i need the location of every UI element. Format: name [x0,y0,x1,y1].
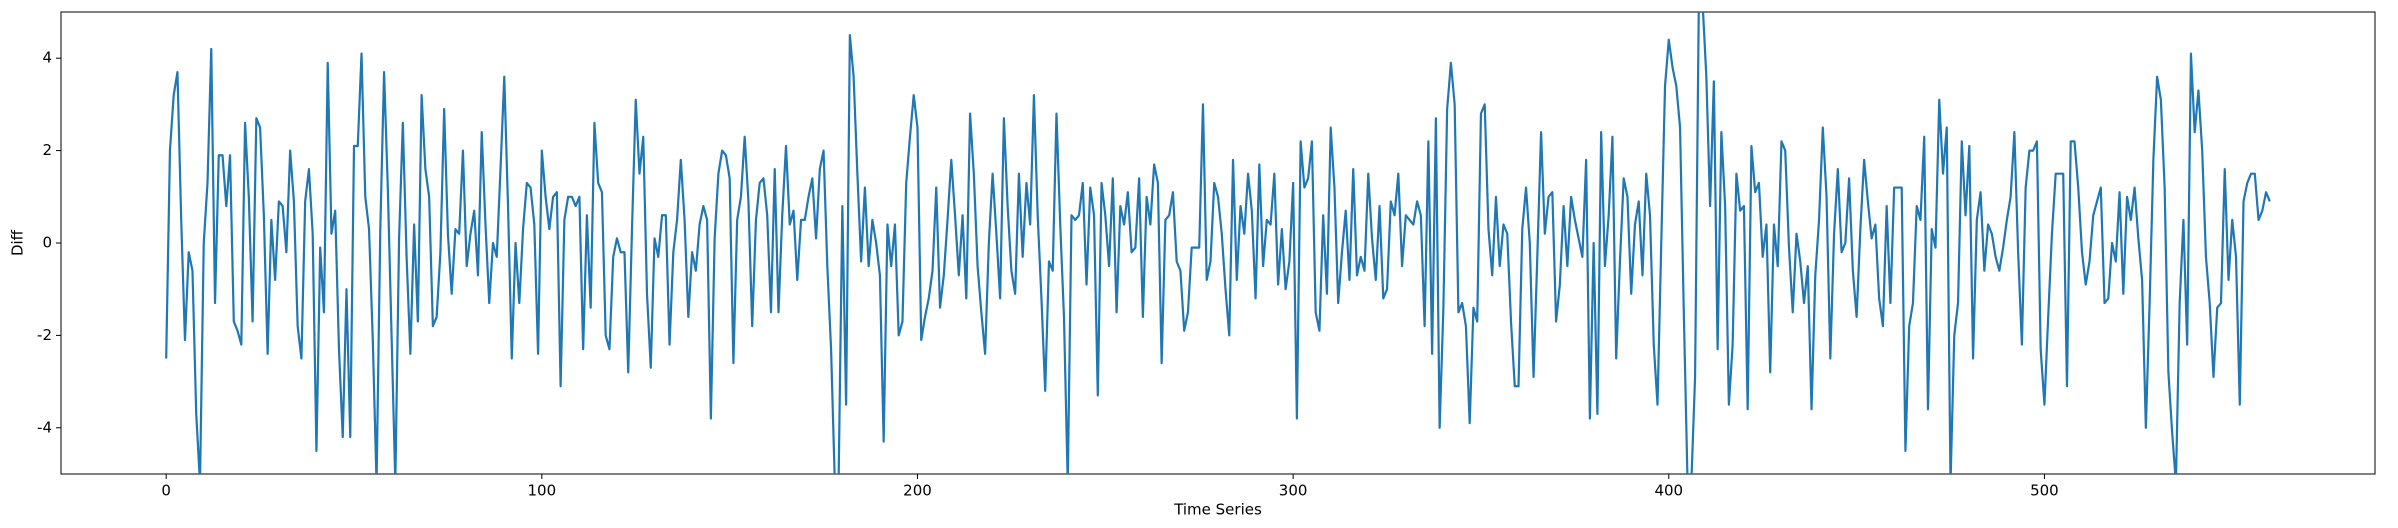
data-line [165,12,2271,474]
y-axis-label: Diff [9,229,27,256]
y-tick-label: -2 [37,326,52,344]
y-tick-label: -4 [37,418,52,436]
x-tick-label: 100 [528,482,557,500]
y-tick-label: 0 [42,234,52,252]
x-tick-label: 400 [1654,482,1683,500]
plot-frame [60,11,2376,475]
y-tick-label: 4 [42,49,52,67]
y-tick-label: 2 [42,141,52,159]
x-tick-label: 200 [903,482,932,500]
x-tick-label: 500 [2030,482,2059,500]
x-axis-label: Time Series [1173,501,1262,519]
x-tick-label: 300 [1279,482,1308,500]
x-tick-label: 0 [161,482,171,500]
